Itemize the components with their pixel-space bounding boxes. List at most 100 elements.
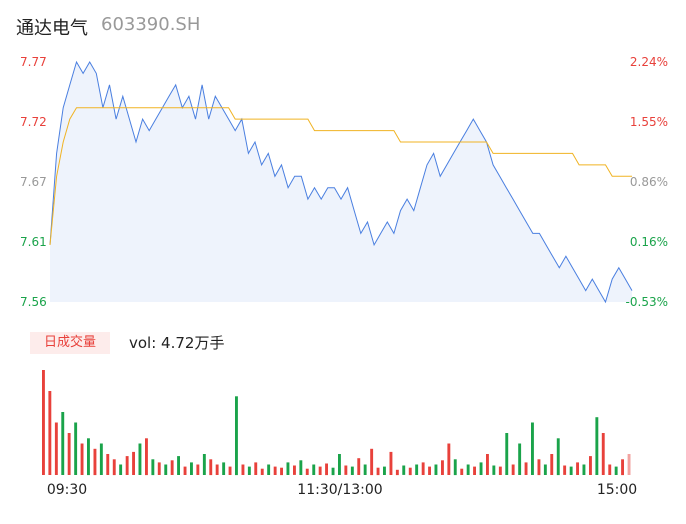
stock-name: 通达电气 [16,18,88,39]
volume-bar [434,464,438,475]
volume-bar [428,466,431,475]
volume-period-badge[interactable]: 日成交量 [30,332,110,354]
volume-bar [595,417,599,475]
average-price-line [49,107,632,245]
volume-bar [556,438,560,476]
volume-bar [54,422,58,475]
volume-bar [370,448,374,476]
volume-bar [196,464,200,475]
y-tick-right: -0.53% [626,295,668,309]
volume-bar [280,467,283,476]
volume-bar [389,451,393,475]
volume-bar [421,462,425,475]
volume-bar [524,462,528,475]
volume-bar [395,469,399,476]
volume-bar [543,464,547,475]
volume-bar [138,443,142,475]
volume-bar [318,466,322,475]
volume-bar [505,433,509,475]
volume-bar [228,466,232,475]
volume-bar [350,466,354,475]
y-tick-left: 7.77 [20,55,47,69]
volume-bar [74,422,78,475]
volume-bar [376,467,380,476]
volume-bar [157,462,161,475]
volume-bar [325,463,328,476]
x-tick-label: 15:00 [597,482,637,498]
volume-bar [486,454,489,475]
stock-code: 603390.SH [101,14,201,35]
volume-bar [383,466,386,475]
volume-bar [151,459,155,476]
volume-bar [402,465,406,475]
volume-bar [473,466,476,475]
volume-readout: vol: 4.72万手 [129,334,225,352]
volume-bar [563,465,567,475]
volume-bar [511,464,515,475]
y-tick-left: 7.72 [20,115,47,129]
volume-bar [312,464,316,475]
volume-bar [331,467,335,476]
volume-bar [518,443,522,475]
volume-bar [125,456,129,475]
volume-bar [447,443,451,475]
volume-bar [267,464,271,475]
y-tick-left: 7.56 [20,295,47,309]
volume-bar [112,459,116,476]
volume-bar [106,454,110,475]
volume-bar [460,468,464,475]
volume-bar [582,464,586,475]
volume-bar [87,438,90,476]
volume-bar [627,454,631,475]
volume-bar [415,464,419,475]
volume-bar [344,465,348,475]
volume-bar [466,464,470,475]
volume-bar [145,438,148,476]
volume-bar [357,458,361,475]
volume-bar [453,459,457,476]
volume-bar [132,451,135,475]
volume-bar [498,466,502,475]
volume-bar [170,460,174,475]
volume-bar [621,459,624,476]
y-tick-right: 1.55% [630,115,668,129]
y-tick-right: 0.86% [630,175,668,189]
volume-bar [441,460,444,475]
volume-bar [569,466,573,475]
volume-bar [408,467,412,476]
volume-bar [260,468,264,475]
volume-bar [42,370,45,475]
volume-bar [286,462,290,475]
y-tick-left: 7.67 [20,175,47,189]
volume-bar [273,466,277,475]
volume-bar [254,462,258,475]
volume-bar [48,391,52,475]
volume-bar [479,462,483,475]
volume-bar [492,465,496,475]
y-tick-right: 2.24% [630,55,668,69]
volume-bar [235,396,238,476]
volume-bar [531,422,534,475]
volume-bar [608,464,612,475]
price-chart: 7.77 2.24% 7.72 1.55% 7.67 0.86% 7.61 0.16% 7.56… [20,55,668,309]
volume-bar [183,466,187,475]
volume-bar [614,466,618,475]
volume-bar [363,464,367,475]
volume-bar [576,462,579,475]
x-tick-label: 09:30 [47,482,87,498]
volume-bar [99,443,103,475]
volume-bar [177,456,180,475]
volume-bar [338,454,341,475]
volume-bar [209,459,213,476]
y-tick-right: 0.16% [630,235,668,249]
y-tick-left: 7.61 [20,235,47,249]
volume-bar [215,464,219,475]
volume-bar [537,459,541,476]
volume-bar [80,443,84,475]
volume-bar [119,464,123,475]
volume-bar [601,433,605,475]
x-tick-label: 11:30/13:00 [297,482,382,498]
volume-bar [93,448,97,476]
volume-bar [247,466,251,475]
volume-bar [67,433,71,475]
